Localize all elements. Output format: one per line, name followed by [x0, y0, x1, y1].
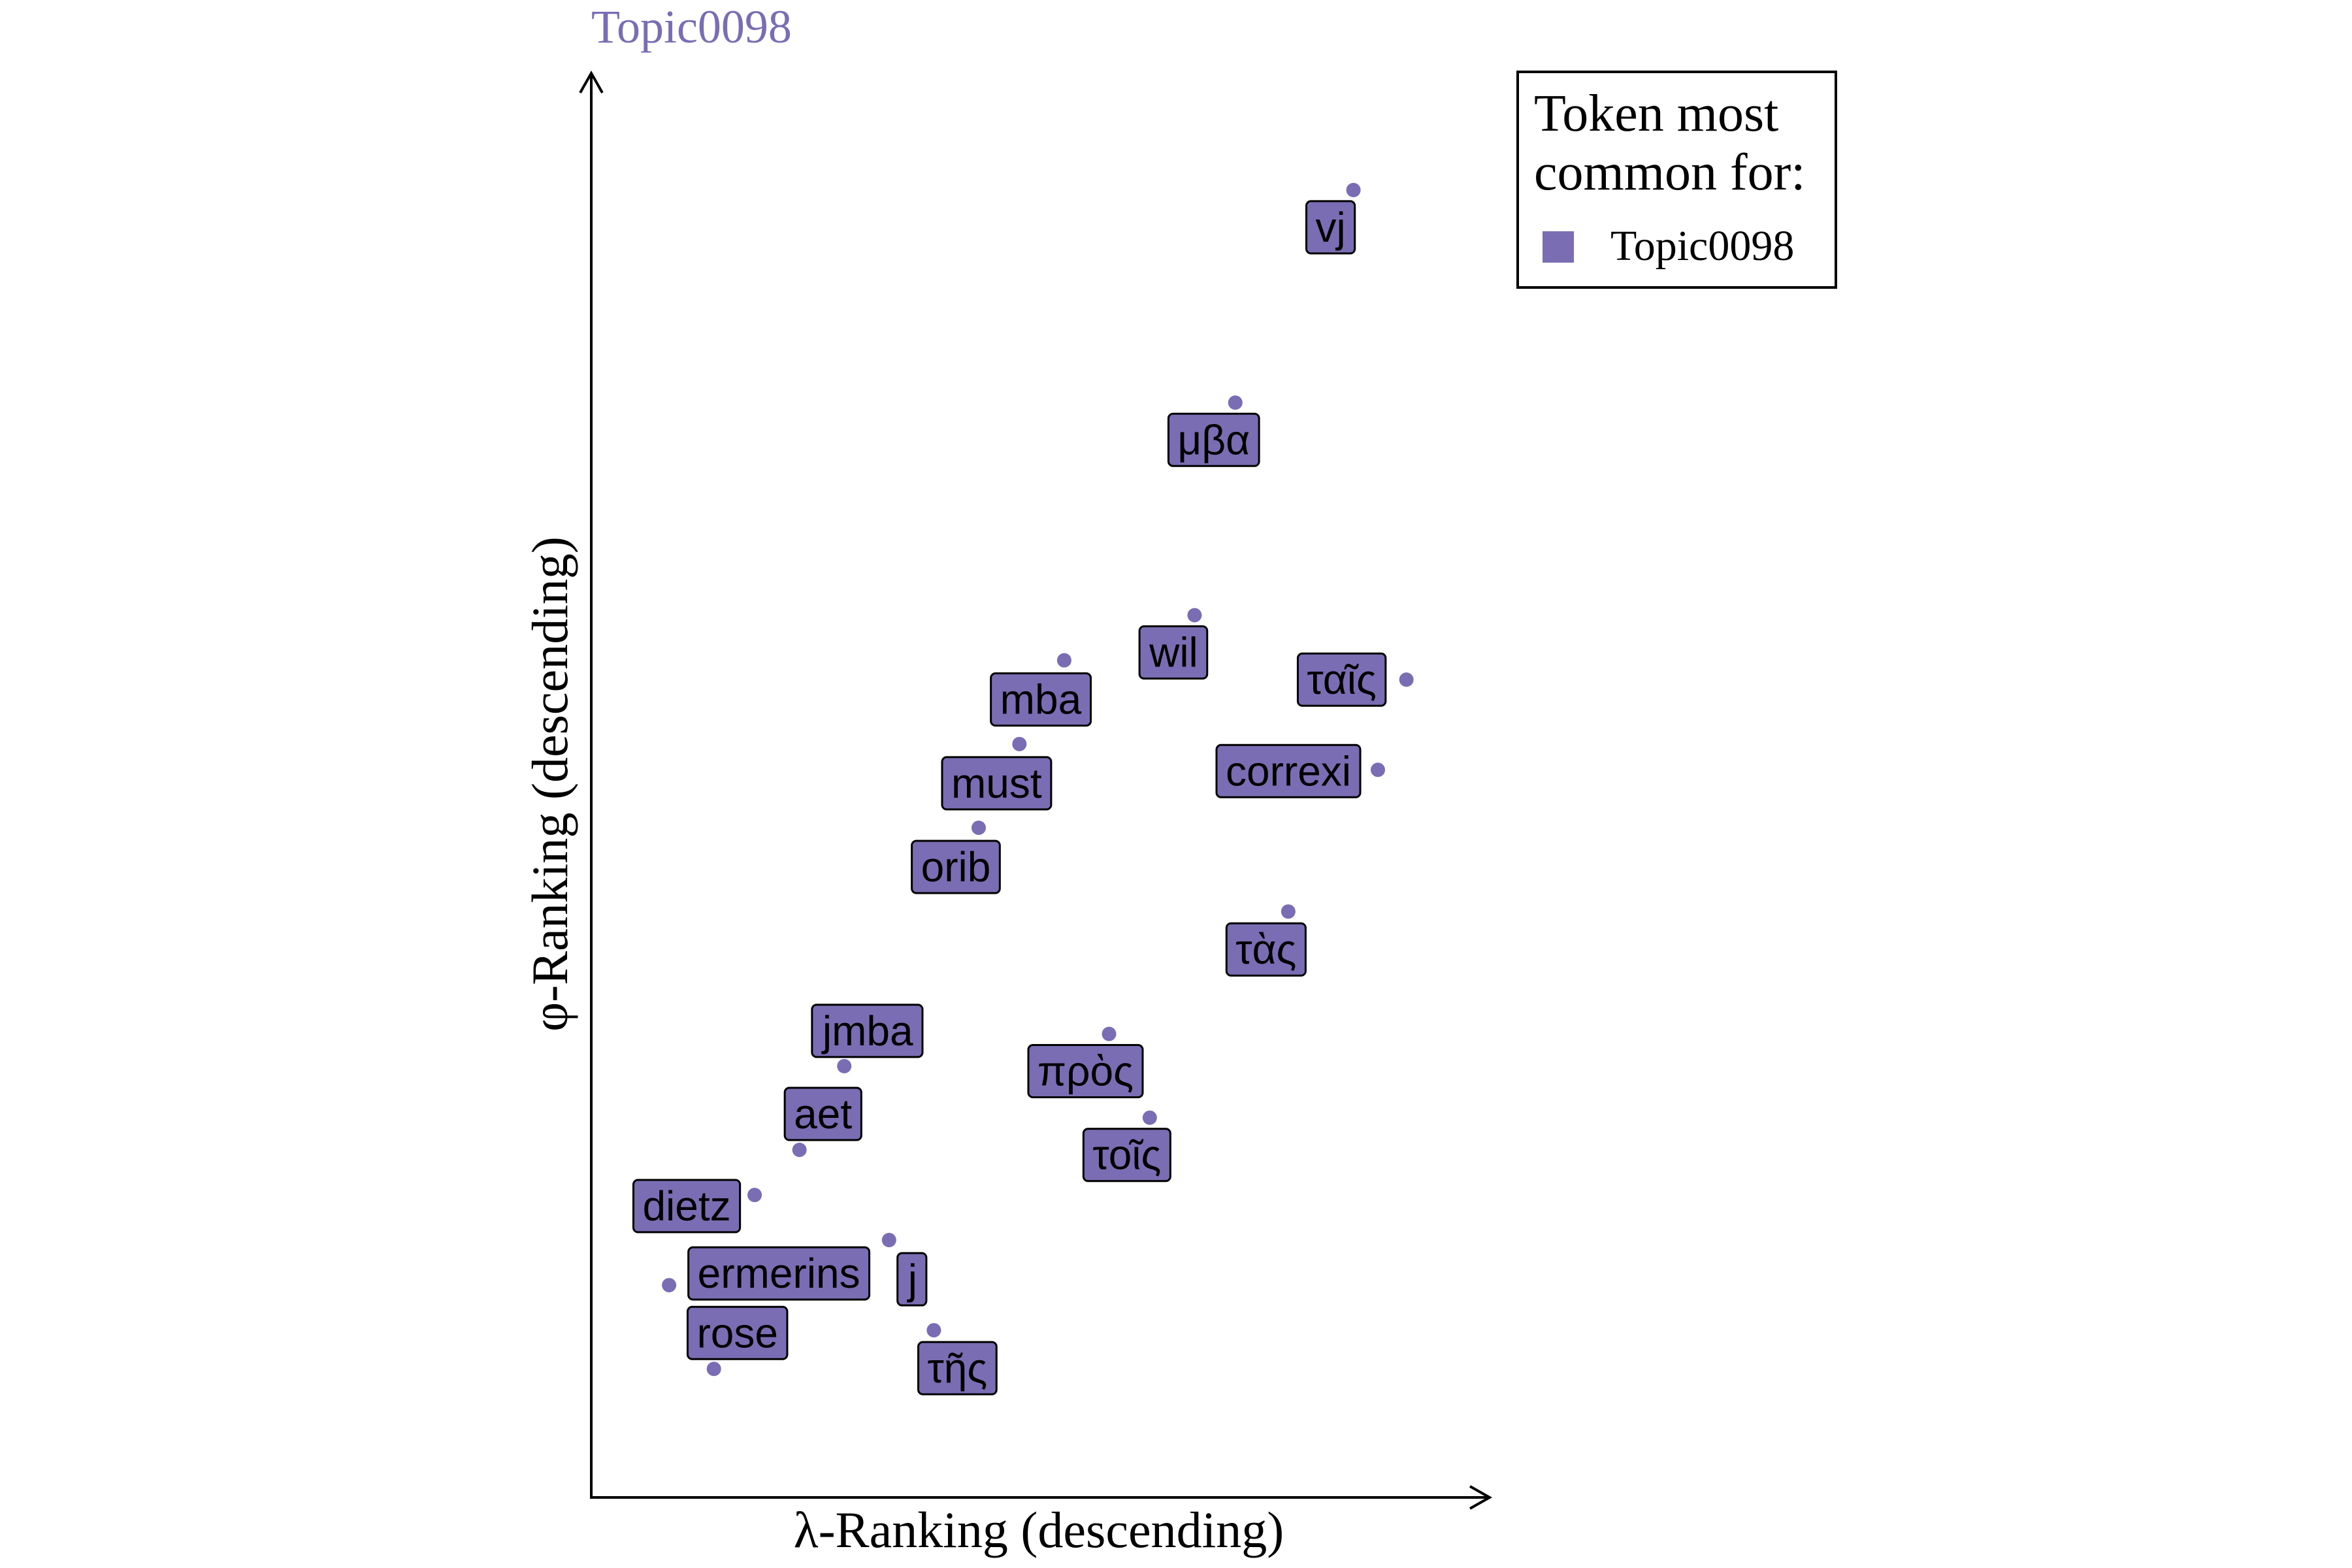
point-marker [1346, 182, 1361, 197]
data-point: wil [1138, 608, 1209, 680]
data-point: dietz [632, 1179, 762, 1233]
point-label: wil [1149, 629, 1198, 676]
point-marker [1399, 672, 1414, 687]
point-marker [1371, 762, 1386, 777]
data-point: πρὸς [1027, 1026, 1144, 1099]
point-label-box [990, 672, 1092, 727]
point-label: ταῖς [1307, 656, 1376, 703]
point-label: jmba [821, 1007, 913, 1054]
point-marker [1187, 608, 1202, 623]
point-label: aet [794, 1090, 852, 1137]
data-point: j [881, 1233, 928, 1307]
point-label-box [1225, 922, 1307, 977]
data-point: τὰς [1225, 904, 1307, 977]
legend-swatch [1543, 231, 1574, 263]
point-label-box [896, 1252, 928, 1307]
data-point: jmba [811, 1004, 924, 1073]
legend: Token most common for: Topic0098 [1516, 71, 1837, 289]
data-points: vj μβα wil mba ταῖς must correxi orib τὰς πρὸς jmb… [632, 182, 1414, 1396]
data-point: must [941, 736, 1053, 811]
data-point: ταῖς [1296, 652, 1414, 707]
point-marker [747, 1188, 762, 1203]
point-label-box [1296, 652, 1387, 707]
point-label: ermerins [698, 1250, 860, 1297]
data-point: aet [783, 1086, 862, 1158]
legend-title-line2: common for: [1534, 144, 1805, 201]
point-label: rose [696, 1309, 778, 1356]
point-label: orib [921, 843, 991, 890]
point-marker [881, 1233, 896, 1248]
point-label: correxi [1226, 747, 1351, 794]
point-label: dietz [642, 1183, 730, 1230]
point-label-box [1167, 412, 1260, 467]
chart-title: Topic0098 [591, 1, 792, 53]
y-axis-label: φ-Ranking (descending) [521, 536, 578, 1032]
legend-title-line1: Token most [1534, 85, 1778, 142]
point-label-box [941, 756, 1053, 811]
point-label-box [1027, 1044, 1144, 1099]
data-point: correxi [1215, 743, 1386, 798]
point-label: j [907, 1256, 917, 1303]
axes [579, 70, 1493, 1510]
point-label: τοῖς [1092, 1132, 1161, 1179]
point-label: τῆς [928, 1345, 988, 1392]
legend-entry-label: Topic0098 [1610, 222, 1794, 270]
data-point: rose [686, 1305, 789, 1377]
x-axis-label: λ-Ranking (descending) [794, 1501, 1284, 1558]
point-label-box [917, 1341, 998, 1396]
point-marker [706, 1362, 721, 1377]
point-label-box [1138, 625, 1209, 680]
point-marker [1228, 395, 1243, 410]
point-marker [1142, 1110, 1157, 1125]
point-marker [1012, 736, 1027, 751]
point-marker [926, 1323, 941, 1338]
point-marker [1056, 653, 1071, 668]
point-label-box [783, 1086, 862, 1141]
point-label-box [811, 1004, 924, 1058]
data-point: μβα [1167, 395, 1260, 467]
data-point: orib [911, 821, 1001, 894]
y-axis-arrow [579, 70, 604, 93]
point-marker [1102, 1026, 1117, 1041]
point-label-box [1305, 200, 1356, 255]
data-point: ermerins [662, 1246, 871, 1301]
data-point: τῆς [917, 1323, 998, 1396]
point-marker [1281, 904, 1296, 919]
point-label-box [1082, 1128, 1171, 1183]
data-point: vj [1305, 182, 1361, 255]
point-marker [662, 1278, 677, 1293]
point-marker [971, 821, 986, 836]
data-point: τοῖς [1082, 1110, 1171, 1183]
point-label-box [686, 1305, 789, 1360]
point-marker [792, 1143, 807, 1158]
point-label: vj [1315, 204, 1345, 251]
point-label-box [911, 840, 1001, 894]
point-label-box [687, 1246, 871, 1301]
point-label: τὰς [1235, 926, 1296, 973]
x-axis-arrow [1469, 1485, 1493, 1510]
point-label-box [632, 1179, 742, 1233]
point-marker [837, 1058, 852, 1073]
point-label-box [1215, 743, 1362, 798]
point-label: mba [1000, 676, 1082, 723]
data-point: mba [990, 653, 1092, 727]
point-label: μβα [1177, 416, 1250, 463]
point-label: must [951, 760, 1042, 807]
point-label: πρὸς [1037, 1048, 1134, 1095]
